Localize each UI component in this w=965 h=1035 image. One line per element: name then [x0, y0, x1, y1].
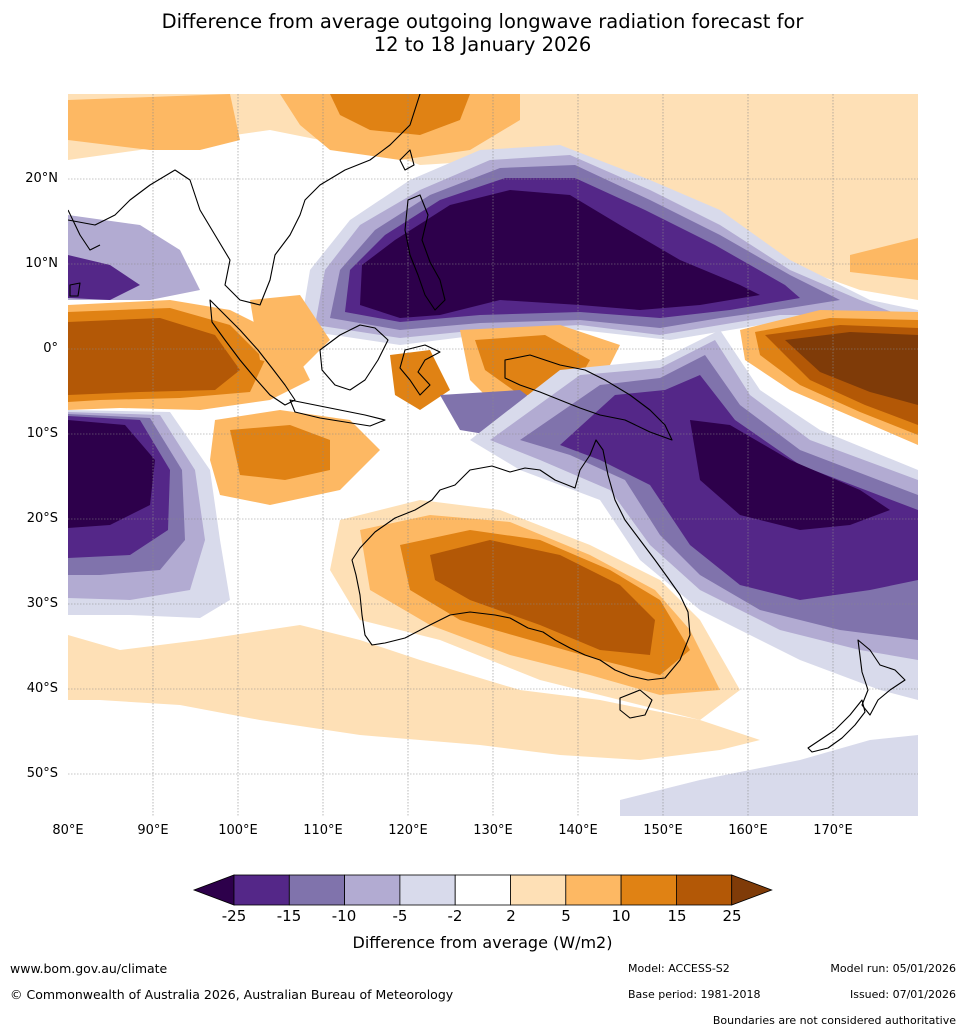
- colorbar-tick: 2: [506, 907, 516, 925]
- lat-label-50s: 50°S: [26, 766, 58, 781]
- olr-anomaly-map: [68, 94, 918, 816]
- tasmania-coastline: [619, 689, 653, 719]
- lat-label-20n: 20°N: [25, 171, 58, 186]
- anomaly-indonesia-dark-orange: [230, 425, 330, 480]
- anomaly-north-light-orange: [68, 94, 918, 300]
- colorbar-tick: 15: [667, 907, 687, 925]
- sulawesi-coastline: [399, 344, 441, 396]
- taiwan-coastline: [399, 149, 415, 171]
- colorbar-segment: [565, 874, 622, 906]
- colorbar-tick: 10: [611, 907, 631, 925]
- lat-label-40s: 40°S: [26, 681, 58, 696]
- colorbar-segment: [510, 874, 567, 906]
- lon-label-120e: 120°E: [388, 823, 428, 838]
- anomaly-northeast-orange: [850, 238, 918, 280]
- colorbar-segment: [288, 874, 345, 906]
- java-coastline: [289, 399, 386, 427]
- colorbar-tick: -2: [447, 907, 463, 925]
- model-text: Model: ACCESS-S2: [628, 962, 730, 975]
- colorbar-tick: -10: [331, 907, 357, 925]
- lon-label-160e: 160°E: [728, 823, 768, 838]
- anomaly-maritime-orange: [250, 295, 330, 370]
- philippines-coastline: [404, 194, 446, 311]
- copyright-text: © Commonwealth of Australia 2026, Austra…: [10, 987, 454, 1002]
- new-zealand-south-coastline: [807, 699, 866, 753]
- colorbar-tick: -25: [221, 907, 247, 925]
- anomaly-indian-ocean-brown: [68, 318, 240, 395]
- map-gridlines: [68, 94, 918, 816]
- sri-lanka-coastline: [69, 282, 81, 297]
- colorbar-segment: [344, 874, 401, 906]
- lon-label-100e: 100°E: [218, 823, 258, 838]
- colorbar-segment: [399, 874, 456, 906]
- lon-label-130e: 130°E: [473, 823, 513, 838]
- title-line-1: Difference from average outgoing longwav…: [161, 10, 804, 33]
- base-period-text: Base period: 1981-2018: [628, 988, 761, 1001]
- colorbar-tick: -5: [392, 907, 408, 925]
- lon-label-110e: 110°E: [303, 823, 343, 838]
- colorbar-tick: -15: [276, 907, 302, 925]
- anomaly-north-deep-purple: [360, 190, 760, 318]
- colorbar-segment: [676, 874, 733, 906]
- colorbar-label: Difference from average (W/m2): [352, 933, 613, 952]
- anomaly-south-pacific-deep-purple: [690, 420, 890, 530]
- australia-coastline: [351, 439, 691, 681]
- anomaly-east-pacific-deep-brown: [785, 332, 918, 405]
- colorbar-tick: 25: [722, 907, 742, 925]
- map-field: [68, 94, 918, 816]
- lat-label-10n: 10°N: [25, 256, 58, 271]
- model-run-text: Model run: 05/01/2026: [830, 962, 956, 975]
- colorbar-segment: [454, 874, 511, 906]
- anomaly-northwest-orange: [68, 94, 240, 150]
- anomaly-southern-ocean-pale-purple: [620, 735, 918, 816]
- anomaly-southwest-deep-purple: [68, 420, 155, 528]
- colorbar-arrow-high: [731, 874, 773, 906]
- lon-label-90e: 90°E: [137, 823, 169, 838]
- anomaly-west-purple: [68, 255, 140, 300]
- anomaly-north-dark-orange: [330, 94, 470, 135]
- anomaly-australia-brown: [430, 540, 655, 655]
- colorbar-segment: [620, 874, 677, 906]
- borneo-coastline: [319, 324, 389, 391]
- india-coastline: [68, 209, 101, 251]
- lat-label-0: 0°: [43, 341, 58, 356]
- lat-label-30s: 30°S: [26, 596, 58, 611]
- anomaly-southern-ocean-light-orange: [68, 625, 760, 760]
- chart-title: Difference from average outgoing longwav…: [0, 10, 965, 56]
- lat-label-10s: 10°S: [26, 426, 58, 441]
- colorbar-segment: [233, 874, 290, 906]
- title-line-2: 12 to 18 January 2026: [373, 33, 592, 56]
- lon-label-80e: 80°E: [52, 823, 84, 838]
- new-guinea-coastline: [504, 354, 673, 441]
- lon-label-170e: 170°E: [813, 823, 853, 838]
- coastlines: [68, 94, 906, 753]
- lat-label-20s: 20°S: [26, 511, 58, 526]
- anomaly-sulawesi-orange: [390, 350, 450, 410]
- asia-mainland-coastline: [68, 94, 421, 306]
- issued-text: Issued: 07/01/2026: [849, 988, 956, 1001]
- sumatra-coastline: [209, 299, 296, 406]
- lon-label-140e: 140°E: [558, 823, 598, 838]
- new-zealand-north-coastline: [857, 639, 906, 716]
- lon-label-150e: 150°E: [643, 823, 683, 838]
- website-link[interactable]: www.bom.gov.au/climate: [10, 961, 168, 976]
- colorbar-tick: 5: [561, 907, 571, 925]
- disclaimer-text: Boundaries are not considered authoritat…: [712, 1014, 956, 1027]
- colorbar-arrow-low: [192, 874, 235, 906]
